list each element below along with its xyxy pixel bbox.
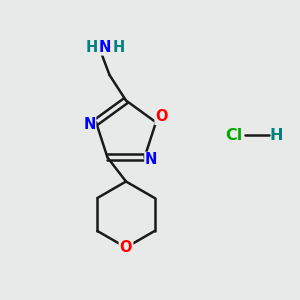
Text: O: O — [120, 240, 132, 255]
Text: H: H — [112, 40, 124, 55]
Text: O: O — [155, 110, 168, 124]
Text: O: O — [155, 110, 168, 124]
Text: H: H — [270, 128, 283, 142]
Text: N: N — [83, 117, 96, 132]
Text: N: N — [145, 152, 157, 167]
Text: N: N — [83, 117, 96, 132]
Text: N: N — [99, 40, 111, 55]
Text: Cl: Cl — [225, 128, 243, 142]
Text: N: N — [145, 152, 157, 167]
Text: H: H — [86, 40, 98, 55]
